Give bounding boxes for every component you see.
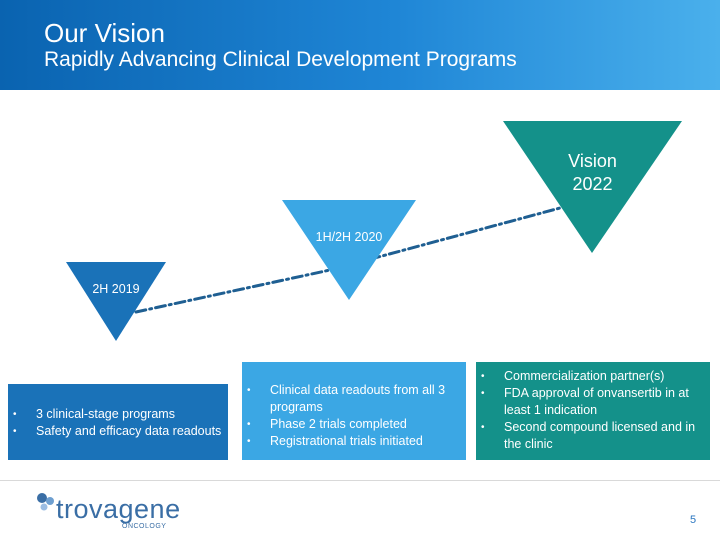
milestone-triangle-2022 bbox=[503, 121, 682, 253]
page-subtitle: Rapidly Advancing Clinical Development P… bbox=[44, 48, 517, 71]
list-item: Commercialization partner(s) bbox=[476, 368, 704, 385]
vision-label-line1: Vision bbox=[568, 151, 617, 171]
goals-box-2020: Clinical data readouts from all 3 progra… bbox=[242, 362, 466, 460]
list-item: Registrational trials initiated bbox=[242, 433, 460, 450]
page-title: Our Vision bbox=[44, 18, 165, 48]
logo-subtext: ONCOLOGY bbox=[122, 523, 167, 530]
milestone-triangle-2020 bbox=[282, 200, 416, 300]
list-item: Phase 2 trials completed bbox=[242, 416, 460, 433]
milestone-label-2019: 2H 2019 bbox=[92, 282, 140, 296]
list-item: Second compound licensed and in the clin… bbox=[476, 419, 704, 453]
milestone-triangle-2019 bbox=[66, 262, 166, 341]
list-item: Safety and efficacy data readouts bbox=[8, 423, 222, 440]
header-banner: Our Vision Rapidly Advancing Clinical De… bbox=[0, 0, 720, 90]
goals-box-2019: 3 clinical-stage programs Safety and eff… bbox=[8, 384, 228, 460]
milestone-label-2022: Vision 2022 bbox=[503, 150, 682, 196]
list-item: FDA approval of onvansertib in at least … bbox=[476, 385, 704, 419]
page-number: 5 bbox=[690, 514, 697, 526]
list-item: Clinical data readouts from all 3 progra… bbox=[242, 382, 460, 416]
logo-wordmark: trovagene bbox=[56, 494, 181, 524]
footer-divider bbox=[0, 480, 720, 481]
vision-label-line2: 2022 bbox=[572, 174, 613, 194]
company-logo: trovagene ONCOLOGY bbox=[34, 490, 204, 534]
progress-dashed-line bbox=[134, 206, 562, 314]
milestone-label-2020: 1H/2H 2020 bbox=[315, 230, 383, 244]
list-item: 3 clinical-stage programs bbox=[8, 406, 222, 423]
logo-molecule-icon bbox=[37, 493, 54, 511]
goals-box-2022: Commercialization partner(s) FDA approva… bbox=[476, 362, 710, 460]
